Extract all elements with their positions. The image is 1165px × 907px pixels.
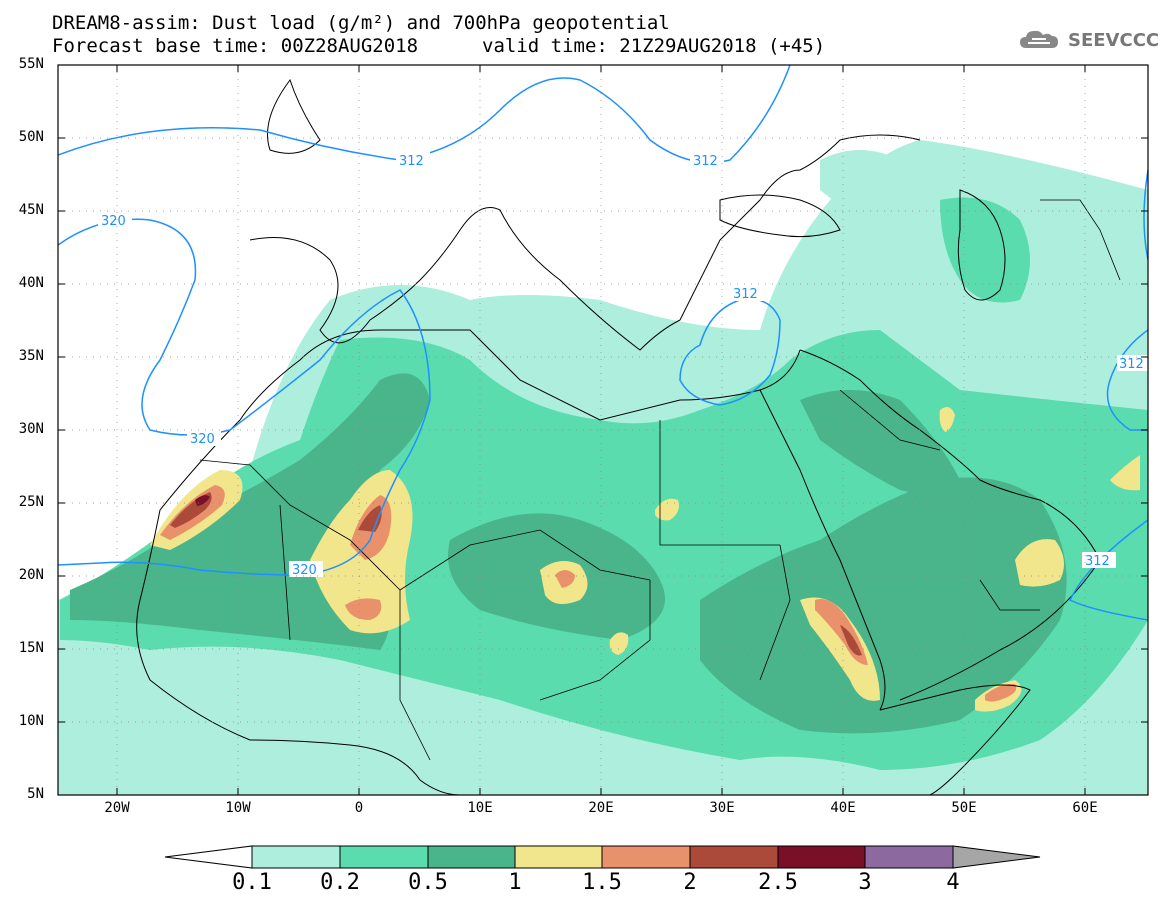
lon-label: 20E bbox=[588, 800, 614, 816]
dust-0.2-caspian bbox=[940, 197, 1030, 303]
contour-label: 320 bbox=[190, 432, 215, 447]
colorbar-high-arrow bbox=[952, 845, 1041, 869]
colorbar-bin bbox=[689, 845, 779, 869]
contour-label-group: 312 312 312 320 320 320 312 312 bbox=[98, 152, 1148, 578]
contour-label: 312 bbox=[733, 287, 758, 302]
dust-1.5-chad bbox=[555, 570, 575, 588]
colorbar bbox=[164, 845, 1041, 869]
forecast-base-time: Forecast base time: 00Z28AUG2018 bbox=[52, 35, 419, 57]
horn-africa-coast bbox=[879, 684, 1031, 795]
colorbar-bin bbox=[427, 845, 516, 869]
colorbar-bin bbox=[777, 845, 866, 869]
coastlines bbox=[136, 78, 1101, 795]
dust-1.5-algeria-south bbox=[345, 598, 382, 620]
contour-label: 312 bbox=[399, 154, 424, 169]
colorbar-label: 0.1 bbox=[232, 870, 272, 895]
lat-label: 15N bbox=[18, 640, 44, 656]
lon-label: 20W bbox=[104, 800, 130, 816]
map-title: DREAM8-assim: Dust load (g/m²) and 700hP… bbox=[52, 12, 670, 34]
country-borders bbox=[199, 199, 1121, 761]
dust-1-small2 bbox=[609, 632, 629, 655]
contour-label: 312 bbox=[693, 154, 718, 169]
lat-label: 25N bbox=[18, 494, 44, 510]
lon-label: 0 bbox=[354, 800, 364, 816]
colorbar-label: 3 bbox=[858, 870, 872, 895]
lon-label: 40E bbox=[830, 800, 856, 816]
lat-label: 35N bbox=[18, 348, 44, 364]
colorbar-label: 1 bbox=[508, 870, 522, 895]
lat-label: 30N bbox=[18, 421, 44, 437]
colorbar-low-arrow bbox=[164, 845, 253, 869]
cloud-icon bbox=[1020, 30, 1058, 48]
contour-label: 320 bbox=[292, 563, 317, 578]
dust-1-small4 bbox=[1110, 455, 1140, 491]
africa-north-coast bbox=[239, 329, 801, 421]
lon-label: 10E bbox=[467, 800, 493, 816]
colorbar-bin bbox=[864, 845, 954, 869]
colorbar-bin bbox=[514, 845, 603, 869]
lon-label: 10W bbox=[225, 800, 251, 816]
black-sea-coast bbox=[719, 194, 841, 238]
arabia-coast bbox=[799, 349, 1101, 701]
caspian-coast bbox=[957, 189, 1006, 301]
lat-label: 20N bbox=[18, 567, 44, 583]
colorbar-label: 0.5 bbox=[408, 870, 448, 895]
dust-1-oman bbox=[1015, 539, 1064, 587]
lat-label: 50N bbox=[18, 129, 44, 145]
lon-label: 30E bbox=[709, 800, 735, 816]
dust-0.5-arabia bbox=[800, 390, 960, 494]
dust-1.5-somalia bbox=[985, 683, 1017, 702]
lat-label: 55N bbox=[18, 56, 44, 72]
dust-1-small1 bbox=[655, 498, 679, 521]
dust-2-redsea bbox=[840, 625, 862, 656]
contour-label: 312 bbox=[1085, 554, 1110, 569]
contour-label: 320 bbox=[101, 214, 126, 229]
lat-label: 40N bbox=[18, 275, 44, 291]
red-sea-coast bbox=[759, 389, 886, 711]
contour-312-ne bbox=[1143, 169, 1148, 261]
logo-text: SEEVCCC bbox=[1068, 29, 1160, 51]
dust-field bbox=[58, 140, 1148, 795]
lon-label: 50E bbox=[951, 800, 977, 816]
west-africa-coast bbox=[136, 419, 461, 795]
europe-coast bbox=[249, 134, 921, 351]
colorbar-label: 2.5 bbox=[758, 870, 798, 895]
lat-lon-grid bbox=[58, 65, 1148, 795]
colorbar-label: 4 bbox=[946, 870, 960, 895]
uk-coast bbox=[267, 78, 321, 154]
dust-1-small3 bbox=[939, 406, 955, 432]
colorbar-bin bbox=[339, 845, 429, 869]
contour-312-east bbox=[1068, 519, 1148, 621]
colorbar-label: 0.2 bbox=[320, 870, 360, 895]
lat-label: 5N bbox=[27, 786, 44, 802]
contour-312-iran bbox=[1106, 329, 1148, 431]
contour-label: 312 bbox=[1119, 357, 1144, 372]
axis-ticks bbox=[58, 64, 1148, 795]
lat-label: 45N bbox=[18, 202, 44, 218]
colorbar-bin bbox=[251, 845, 341, 869]
colorbar-label: 1.5 bbox=[582, 870, 622, 895]
colorbar-label: 2 bbox=[683, 870, 697, 895]
seevccc-logo: SEEVCCC bbox=[1018, 28, 1159, 52]
dust-1-redsea bbox=[800, 597, 880, 701]
colorbar-bin bbox=[601, 845, 691, 869]
lat-label: 10N bbox=[18, 713, 44, 729]
dust-0.5-east bbox=[700, 477, 1067, 734]
lon-label: 60E bbox=[1072, 800, 1098, 816]
valid-time: valid time: 21Z29AUG2018 (+45) bbox=[482, 35, 826, 57]
